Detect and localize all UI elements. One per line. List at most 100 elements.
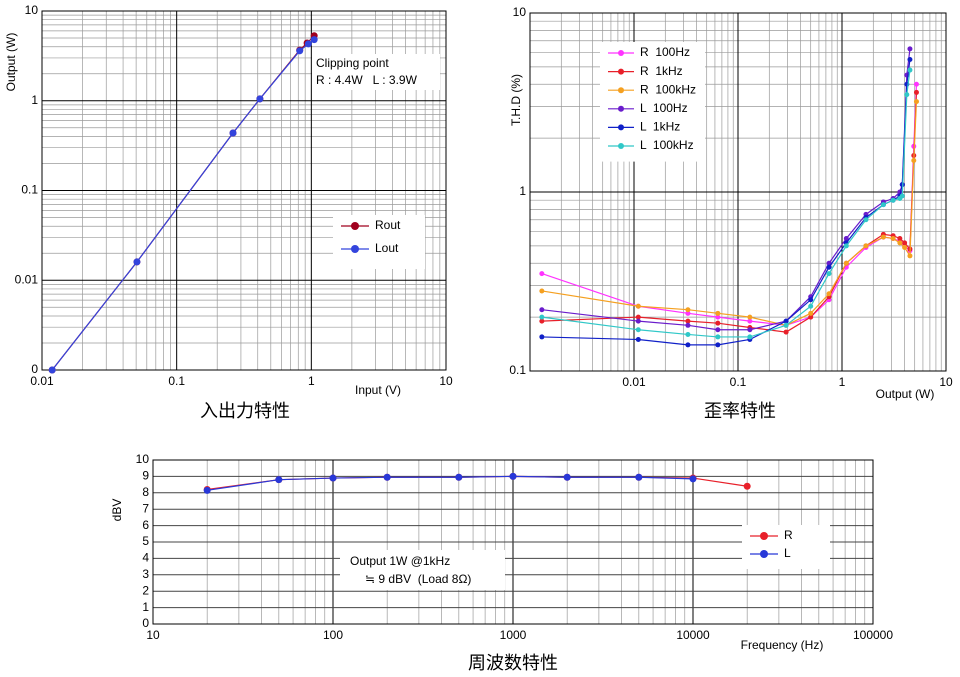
data-point bbox=[904, 92, 910, 98]
legend-box bbox=[742, 525, 830, 569]
data-point bbox=[689, 475, 697, 483]
legend-label: R bbox=[784, 528, 793, 542]
y-tick-label: 7 bbox=[142, 501, 149, 515]
data-point bbox=[913, 81, 919, 87]
data-point bbox=[907, 56, 913, 62]
data-point bbox=[685, 310, 691, 316]
data-point bbox=[133, 258, 141, 266]
data-point bbox=[203, 486, 211, 494]
data-point bbox=[539, 334, 545, 340]
data-point bbox=[907, 253, 913, 259]
legend-label: R 1kHz bbox=[640, 64, 683, 78]
data-point bbox=[509, 472, 517, 480]
data-point bbox=[899, 193, 905, 199]
data-point bbox=[897, 240, 903, 246]
data-point bbox=[747, 334, 753, 340]
data-point bbox=[635, 318, 641, 324]
y-tick-label: 0 bbox=[31, 362, 38, 376]
data-point bbox=[808, 303, 814, 309]
y-tick-label: 5 bbox=[142, 534, 149, 548]
y-tick-label: 1 bbox=[519, 184, 526, 198]
data-point bbox=[563, 473, 571, 481]
legend-label: R 100Hz bbox=[640, 45, 690, 59]
data-point bbox=[685, 342, 691, 348]
data-point bbox=[310, 36, 318, 44]
annotation-box bbox=[312, 54, 440, 90]
plot-border bbox=[152, 459, 874, 625]
annotation: Output 1W @1kHz bbox=[350, 554, 450, 568]
data-point bbox=[383, 473, 391, 481]
y-tick-label: 0.1 bbox=[21, 183, 38, 197]
data-point bbox=[304, 40, 312, 48]
legend-label: Rout bbox=[375, 218, 401, 232]
legend-box bbox=[600, 42, 705, 162]
x-tick-label: 1000 bbox=[500, 628, 527, 642]
y-tick-label: 10 bbox=[513, 5, 527, 19]
data-point bbox=[743, 482, 751, 490]
data-point bbox=[783, 322, 789, 328]
data-point bbox=[880, 202, 886, 208]
annotation-box bbox=[340, 550, 505, 590]
data-point bbox=[685, 331, 691, 337]
y-tick-label: 10 bbox=[136, 452, 150, 466]
data-point bbox=[880, 234, 886, 240]
x-axis-label: Output (W) bbox=[876, 387, 935, 401]
legend-marker bbox=[618, 105, 624, 112]
data-point bbox=[635, 303, 641, 309]
data-point bbox=[715, 327, 721, 333]
data-point bbox=[783, 318, 789, 324]
data-point bbox=[826, 271, 832, 277]
chart-caption: 歪率特性 bbox=[704, 401, 776, 421]
chart-caption: 入出力特性 bbox=[200, 401, 290, 421]
y-tick-label: 4 bbox=[142, 551, 149, 565]
data-point bbox=[48, 366, 56, 374]
data-point bbox=[897, 235, 903, 241]
x-tick-label: 0.01 bbox=[622, 375, 646, 389]
data-point bbox=[843, 235, 849, 241]
data-point bbox=[256, 95, 264, 103]
data-point bbox=[890, 197, 896, 203]
y-tick-label: 8 bbox=[142, 485, 149, 499]
data-point bbox=[635, 327, 641, 333]
y-tick-label: 1 bbox=[142, 600, 149, 614]
y-tick-label: 6 bbox=[142, 518, 149, 532]
legend-marker bbox=[618, 68, 624, 75]
x-tick-label: 100 bbox=[323, 628, 343, 642]
legend-marker bbox=[618, 87, 624, 94]
data-point bbox=[747, 314, 753, 320]
x-tick-label: 10000 bbox=[676, 628, 710, 642]
data-point bbox=[747, 327, 753, 333]
data-point bbox=[229, 129, 237, 137]
legend-box bbox=[333, 215, 425, 269]
data-point bbox=[539, 271, 545, 277]
y-axis-label: Output (W) bbox=[4, 33, 18, 92]
data-point bbox=[539, 288, 545, 294]
y-tick-label: 0 bbox=[142, 616, 149, 630]
legend-label: L 1kHz bbox=[640, 120, 680, 134]
data-point bbox=[685, 322, 691, 328]
data-point bbox=[902, 244, 908, 250]
x-tick-label: 100000 bbox=[853, 628, 893, 642]
legend-marker bbox=[618, 143, 624, 149]
data-point bbox=[635, 336, 641, 342]
data-point bbox=[843, 260, 849, 266]
x-axis-label: Frequency (Hz) bbox=[741, 638, 824, 652]
x-axis-label: Input (V) bbox=[355, 383, 401, 397]
y-tick-label: 3 bbox=[142, 567, 149, 581]
annotation: R : 4.4W L : 3.9W bbox=[316, 73, 418, 87]
data-point bbox=[808, 314, 814, 320]
y-tick-label: 10 bbox=[25, 3, 39, 17]
legend-label: R 100kHz bbox=[640, 82, 696, 96]
x-tick-label: 1 bbox=[839, 375, 846, 389]
data-point bbox=[863, 217, 869, 223]
data-point bbox=[913, 99, 919, 105]
data-point bbox=[907, 67, 913, 73]
data-point bbox=[715, 320, 721, 326]
data-point bbox=[455, 473, 463, 481]
data-point bbox=[715, 310, 721, 316]
plot-border bbox=[529, 12, 947, 372]
data-point bbox=[843, 243, 849, 249]
data-point bbox=[826, 291, 832, 297]
data-point bbox=[808, 310, 814, 316]
